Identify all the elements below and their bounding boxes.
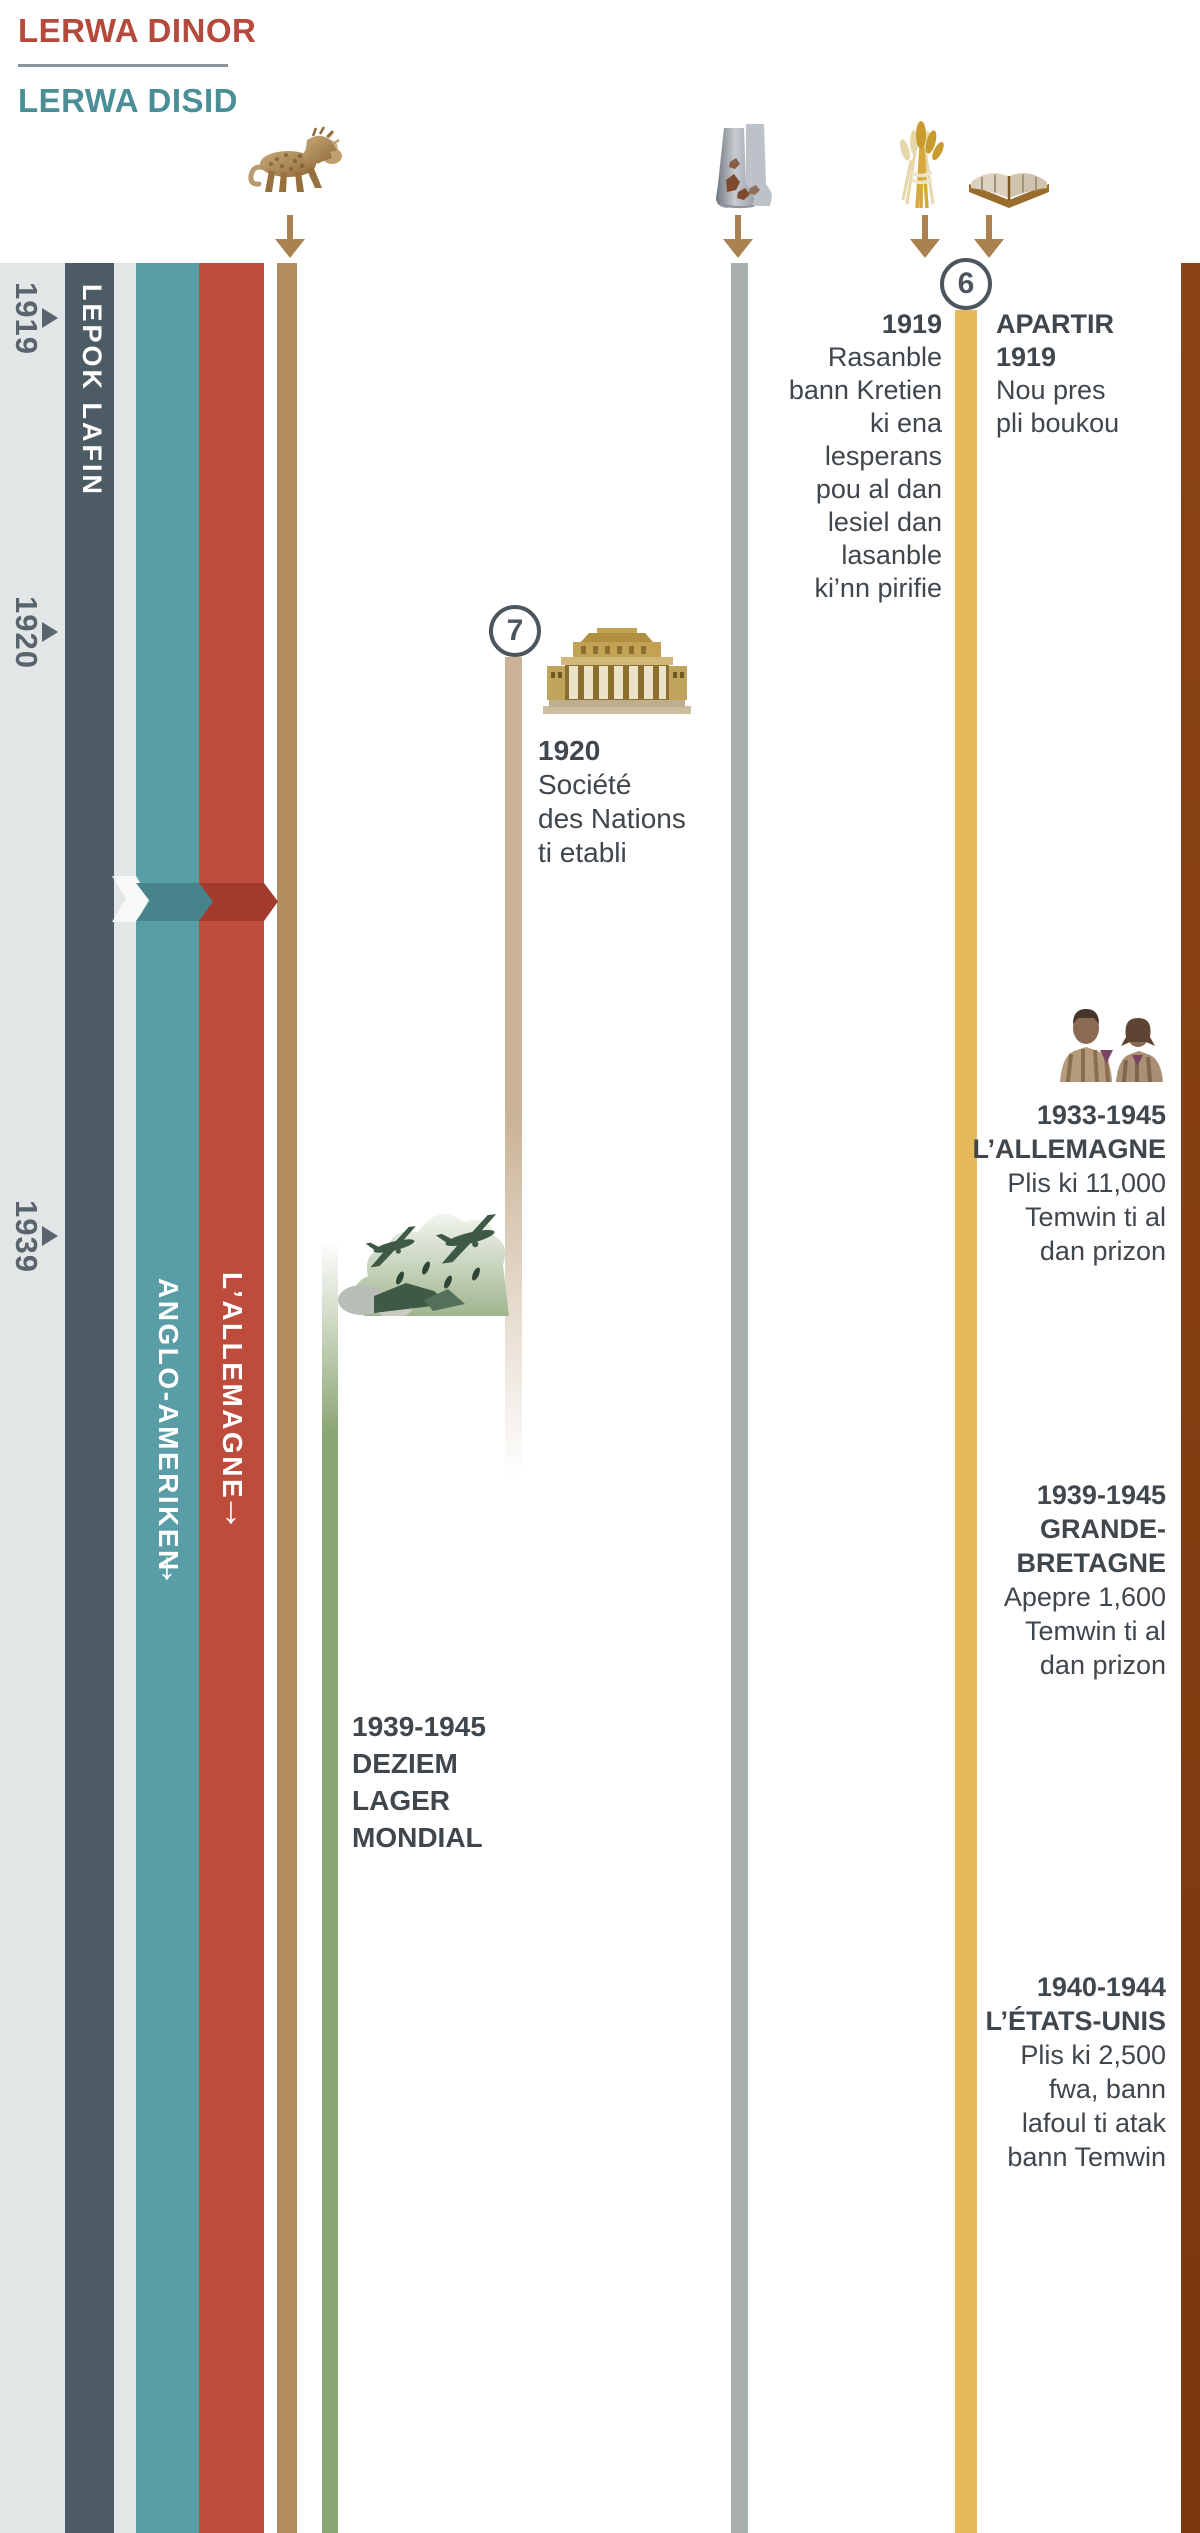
right-arrow-chevron-icon <box>112 876 278 922</box>
track-label-anglo-ameriken: ANGLO-AMERIKEN <box>153 1278 184 1573</box>
track-bar-beast <box>277 263 297 2533</box>
milestone-line: lasanble <box>841 540 942 570</box>
year-label-1919: 1919 <box>9 282 44 355</box>
milestone-heading: BRETAGNE <box>1016 1548 1166 1578</box>
down-arrow-allemagne: ↓ <box>221 1490 241 1532</box>
milestone-heading: 1919 <box>996 342 1057 372</box>
milestone-heading: GRANDE- <box>1040 1514 1166 1544</box>
track-bar-league <box>505 657 522 1480</box>
bomber-planes-icon <box>338 1214 509 1316</box>
track-bar-right-edge <box>1181 263 1200 2533</box>
down-arrow-icon <box>974 215 1004 258</box>
milestone-line: pli boukou <box>996 408 1120 438</box>
year-triangle-icon <box>42 1226 58 1246</box>
milestone-heading: MONDIAL <box>352 1822 483 1853</box>
track-bar-anglo-ameriken <box>136 263 199 2533</box>
milestone-line: lesperans <box>824 441 942 471</box>
milestone-line: bann Temwin <box>1007 2142 1166 2172</box>
milestone-apartir-1919: APARTIR 1919 Nou pres pli boukou <box>996 308 1176 440</box>
year-triangle-icon <box>42 622 58 642</box>
wheat-bundle-icon <box>900 121 944 209</box>
down-arrow-icon <box>723 215 753 258</box>
track-label-allemagne: L’ALLEMAGNE <box>217 1272 248 1501</box>
milestone-germany: 1933-1945 L’ALLEMAGNE Plis ki 11,000 Tem… <box>926 1098 1167 1268</box>
track-bar-lepok-lafin <box>65 263 114 2533</box>
milestone-line: ti etabli <box>538 837 627 868</box>
milestone-line: ki ena <box>869 408 942 438</box>
milestone-heading: 1939-1945 <box>1036 1480 1166 1510</box>
milestone-line: Plis ki 11,000 <box>1007 1168 1166 1198</box>
milestone-heading: 1939-1945 <box>352 1711 486 1742</box>
milestone-line: Nou pres <box>996 375 1106 405</box>
gap-strip <box>114 263 136 2533</box>
milestone-line: dan prizon <box>1039 1650 1166 1680</box>
milestone-heading: 1940-1944 <box>1036 1972 1166 2002</box>
couple-prisoners-icon <box>1060 1009 1163 1082</box>
marker-circle-6: 6 <box>940 258 992 310</box>
marker-number: 7 <box>506 614 524 647</box>
milestone-line: Temwin ti al <box>1024 1202 1166 1232</box>
league-building-icon <box>543 628 691 714</box>
open-book-icon <box>969 173 1049 208</box>
milestone-heading: 1933-1945 <box>1036 1100 1166 1130</box>
milestone-heading: APARTIR <box>996 309 1114 339</box>
milestone-league-1920: 1920 Société des Nations ti etabli <box>538 734 718 870</box>
milestone-usa: 1940-1944 L’ÉTATS-UNIS Plis ki 2,500 fwa… <box>926 1970 1167 2174</box>
milestone-line: Plis ki 2,500 <box>1020 2040 1166 2070</box>
milestone-year: 1920 <box>538 735 601 766</box>
milestone-line: Apepre 1,600 <box>1003 1582 1166 1612</box>
milestone-line: pou al dan <box>815 474 942 504</box>
track-bar-statue-foot <box>731 263 748 2533</box>
milestone-line: Temwin ti al <box>1024 1616 1166 1646</box>
milestone-line: Rasanble <box>827 342 942 372</box>
page-title-south: LERWA DISID <box>18 82 239 119</box>
marker-number: 6 <box>957 267 975 300</box>
milestone-line: lafoul ti atak <box>1021 2108 1166 2138</box>
milestone-year: 1919 <box>881 309 942 339</box>
header-divider <box>18 64 228 67</box>
milestone-line: lesiel dan <box>827 507 942 537</box>
year-label-1939: 1939 <box>9 1200 44 1273</box>
milestone-heading: DEZIEM <box>352 1748 458 1779</box>
year-label-1920: 1920 <box>9 596 44 669</box>
milestone-line: Société <box>538 769 632 800</box>
milestone-line: dan prizon <box>1039 1236 1166 1266</box>
milestone-heading: L’ALLEMAGNE <box>972 1134 1167 1164</box>
milestone-line: bann Kretien <box>788 375 942 405</box>
beast-icon <box>248 126 342 192</box>
marker-circle-7: 7 <box>489 605 541 657</box>
milestone-heading: LAGER <box>352 1785 450 1816</box>
page-title-north: LERWA DINOR <box>18 12 257 49</box>
year-triangle-icon <box>42 308 58 328</box>
milestone-line: des Nations <box>538 803 686 834</box>
track-bar-anointed <box>955 310 977 2533</box>
statue-foot-icon <box>716 124 772 209</box>
down-arrow-icon <box>910 215 940 258</box>
track-bar-ww2 <box>322 1240 338 2533</box>
milestone-line: fwa, bann <box>1048 2074 1166 2104</box>
milestone-ww2: 1939-1945 DEZIEM LAGER MONDIAL <box>352 1708 486 1856</box>
down-arrow-anglo: ↓ <box>157 1546 177 1588</box>
milestone-1919-rasanble: 1919 Rasanble bann Kretien ki ena lesper… <box>682 308 942 605</box>
milestone-britain: 1939-1945 GRANDE- BRETAGNE Apepre 1,600 … <box>926 1478 1166 1682</box>
track-label-lepok-lafin: LEPOK LAFIN <box>77 284 107 497</box>
milestone-heading: L’ÉTATS-UNIS <box>985 2006 1167 2036</box>
track-bar-allemagne <box>199 263 264 2533</box>
milestone-line: ki’nn pirifie <box>814 573 942 603</box>
down-arrow-icon <box>275 215 305 258</box>
